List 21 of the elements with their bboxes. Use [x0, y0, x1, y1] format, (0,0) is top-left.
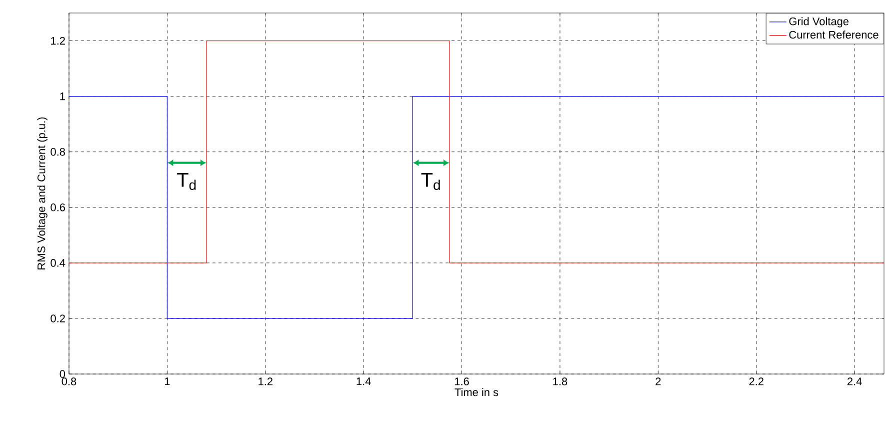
legend-label: Current Reference	[789, 30, 878, 39]
annotation: T$_{d}$	[177, 173, 196, 190]
y-tick-label: 0	[60, 370, 66, 378]
y-axis-title: RMS Voltage and Current (p.u.)	[37, 117, 48, 270]
y-tick-label: 0.8	[50, 148, 65, 156]
annotation: T$_{d}$	[421, 173, 440, 190]
y-tick-label: 0.2	[50, 314, 65, 322]
x-tick-label: 1.2	[258, 378, 272, 386]
x-tick-label: 2	[656, 378, 661, 386]
y-tick-label: 1	[60, 92, 65, 100]
x-tick-label: 1.8	[553, 378, 568, 386]
x-tick-label: 1.4	[356, 378, 371, 386]
x-tick-label: 2.4	[847, 378, 862, 386]
x-tick-label: 1	[164, 378, 170, 386]
x-axis-title: Time in s	[454, 388, 498, 396]
x-tick-label: 1.6	[454, 378, 469, 386]
legend-label: Grid Voltage	[789, 17, 848, 28]
x-tick-label: 2.2	[749, 378, 764, 386]
y-tick-label: 0.4	[50, 259, 66, 267]
y-tick-label: 0.6	[50, 204, 65, 212]
y-tick-label: 1.2	[51, 36, 65, 45]
